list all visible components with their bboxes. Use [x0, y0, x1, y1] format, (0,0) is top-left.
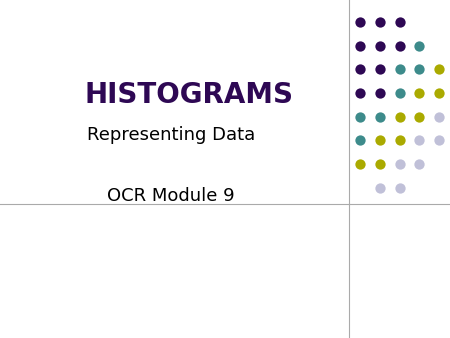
Point [416, 90, 423, 96]
Point [396, 43, 403, 48]
Point [356, 67, 364, 72]
Point [396, 114, 403, 119]
Point [356, 114, 364, 119]
Point [396, 185, 403, 190]
Text: HISTOGRAMS: HISTOGRAMS [85, 81, 293, 108]
Point [376, 114, 383, 119]
Text: Representing Data: Representing Data [87, 126, 255, 144]
Point [356, 43, 364, 48]
Point [376, 19, 383, 25]
Point [416, 43, 423, 48]
Point [436, 90, 443, 96]
Point [436, 138, 443, 143]
Text: OCR Module 9: OCR Module 9 [107, 187, 235, 205]
Point [436, 67, 443, 72]
Point [436, 114, 443, 119]
Point [356, 19, 364, 25]
Point [376, 161, 383, 167]
Point [396, 138, 403, 143]
Point [416, 114, 423, 119]
Point [396, 19, 403, 25]
Point [356, 138, 364, 143]
Point [376, 90, 383, 96]
Point [396, 67, 403, 72]
Point [396, 161, 403, 167]
Point [396, 90, 403, 96]
Point [376, 185, 383, 190]
Point [416, 138, 423, 143]
Point [376, 138, 383, 143]
Point [376, 43, 383, 48]
Point [416, 67, 423, 72]
Point [376, 67, 383, 72]
Point [356, 90, 364, 96]
Point [356, 161, 364, 167]
Point [416, 161, 423, 167]
